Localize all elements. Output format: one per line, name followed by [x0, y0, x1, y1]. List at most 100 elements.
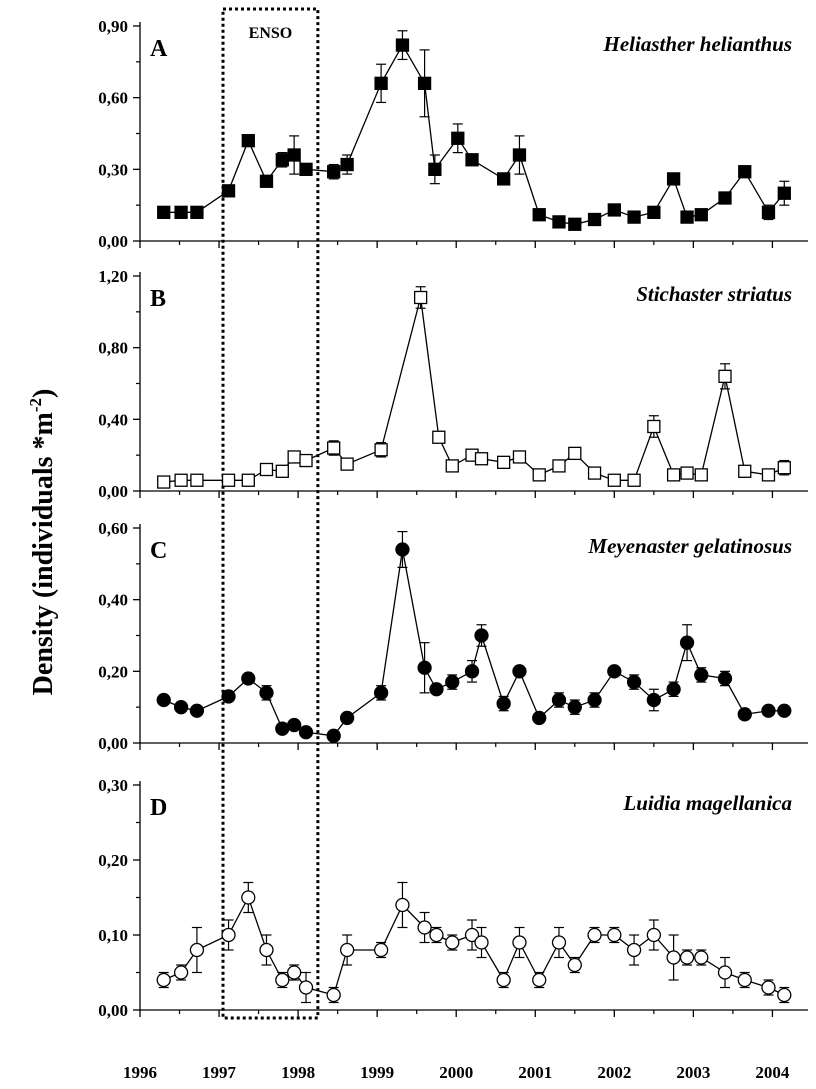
data-point: [157, 205, 171, 219]
data-point: [512, 935, 527, 950]
data-point: [156, 692, 171, 708]
data-point: [221, 927, 236, 943]
data-point: [587, 212, 602, 227]
data-point: [607, 203, 621, 217]
y-tick-label: 0,10: [98, 926, 128, 945]
x-tick-label: 1999: [360, 1063, 394, 1082]
y-tick-label: 1,20: [98, 267, 128, 286]
data-point: [298, 980, 314, 995]
data-point: [694, 208, 708, 222]
panel-d: 0,00 0,10 0,20 0,30 D Luidia magellanica: [98, 776, 808, 1020]
data-point: [568, 217, 582, 231]
data-point: [173, 700, 189, 715]
y-tick-label: 0,40: [98, 410, 128, 429]
shared-x-axis: 1996 1997 1998 1999 2000 2001 2002 2003 2004: [123, 1063, 790, 1082]
data-point: [299, 453, 313, 468]
data-point: [156, 972, 171, 988]
data-point: [241, 134, 255, 148]
data-point: [428, 162, 442, 176]
data-point: [221, 689, 236, 704]
data-point: [694, 667, 709, 683]
data-point: [474, 628, 489, 643]
y-tick-label: 0,00: [98, 482, 128, 501]
data-point: [777, 987, 792, 1003]
y-tick-label: 0,20: [98, 662, 128, 681]
data-point: [694, 950, 709, 965]
data-point: [512, 148, 527, 162]
data-point: [221, 184, 236, 198]
data-point: [190, 473, 204, 487]
data-point: [417, 76, 432, 90]
data-point: [777, 461, 791, 475]
data-point: [737, 972, 752, 988]
data-point: [190, 205, 204, 219]
data-point: [221, 473, 236, 487]
data-point: [275, 721, 290, 736]
data-point: [626, 674, 642, 690]
y-tick-label: 0,30: [98, 776, 128, 795]
data-point: [647, 419, 661, 434]
panel-letter: D: [150, 795, 167, 821]
data-point: [532, 208, 546, 222]
data-point: [373, 685, 389, 700]
data-point: [326, 728, 341, 743]
data-point: [551, 935, 567, 950]
y-tick-label: 0,30: [98, 160, 128, 179]
data-point: [568, 446, 582, 461]
data-point: [694, 468, 708, 482]
data-point: [395, 542, 410, 557]
panel-a: 0,00 0,30 0,60 0,90 A Heliasther helianthus: [98, 17, 808, 251]
data-point: [299, 162, 313, 176]
series-line: [163, 43, 785, 225]
data-point: [298, 725, 314, 740]
x-tick-label: 1998: [281, 1063, 315, 1082]
data-point: [761, 468, 776, 482]
data-point: [464, 664, 480, 679]
panel-c: 0,00 0,20 0,40 0,60 C Meyenaster gelatinosus: [98, 519, 808, 753]
data-point: [679, 950, 695, 965]
data-point: [174, 473, 188, 487]
y-tick-label: 0,40: [98, 591, 128, 610]
data-point: [587, 692, 602, 708]
data-point: [374, 443, 388, 457]
data-point: [737, 707, 752, 722]
species-name: Luidia magellanica: [622, 791, 792, 815]
data-point: [666, 468, 681, 482]
data-point: [189, 703, 205, 718]
data-point: [532, 468, 546, 482]
data-point: [738, 165, 752, 179]
x-tick-label: 1997: [202, 1063, 237, 1082]
data-point: [627, 473, 641, 487]
data-point: [275, 153, 289, 167]
data-point: [417, 660, 432, 675]
data-point: [241, 890, 256, 905]
panel-b: 0,00 0,40 0,80 1,20 B Stichaster striatus: [98, 267, 808, 501]
data-point: [496, 972, 511, 988]
enso-region: ENSO: [221, 7, 320, 1020]
data-point: [532, 972, 547, 988]
y-axis-label-superscript: -2: [26, 398, 45, 412]
data-point: [607, 473, 621, 487]
data-point: [567, 700, 582, 715]
y-tick-label: 0,60: [98, 519, 128, 538]
data-point: [761, 703, 776, 718]
data-point: [647, 205, 661, 219]
data-point: [157, 475, 171, 489]
species-name: Meyenaster gelatinosus: [587, 534, 792, 558]
data-point: [666, 682, 681, 697]
data-point: [718, 369, 732, 383]
x-tick-label: 2004: [755, 1063, 790, 1082]
data-point: [241, 473, 255, 487]
data-point: [339, 710, 355, 726]
panel-letter: B: [150, 286, 166, 312]
species-name: Stichaster striatus: [636, 282, 792, 306]
data-point: [717, 671, 733, 686]
data-point: [474, 935, 489, 950]
data-point: [646, 927, 661, 943]
data-point: [451, 131, 465, 145]
data-point: [552, 215, 566, 229]
data-point: [259, 685, 274, 700]
data-point: [429, 927, 444, 943]
y-tick-label: 0,90: [98, 17, 128, 36]
